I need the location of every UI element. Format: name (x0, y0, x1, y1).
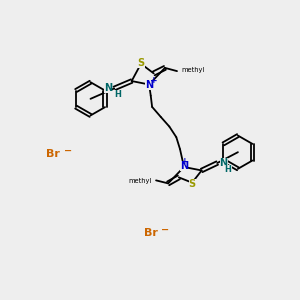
Text: methyl: methyl (181, 68, 204, 74)
Text: +: + (181, 157, 188, 166)
Text: N: N (180, 161, 188, 171)
Text: +: + (150, 76, 158, 85)
Text: −: − (64, 146, 72, 156)
Text: H: H (114, 90, 121, 99)
Text: Br: Br (46, 149, 60, 159)
Text: N: N (220, 158, 228, 168)
Text: S: S (137, 58, 145, 68)
Text: S: S (189, 179, 196, 189)
Text: N: N (104, 83, 112, 93)
Text: H: H (225, 165, 232, 174)
Text: methyl: methyl (129, 178, 152, 184)
Text: Br: Br (144, 228, 158, 238)
Text: −: − (161, 225, 169, 235)
Text: N: N (145, 80, 153, 89)
